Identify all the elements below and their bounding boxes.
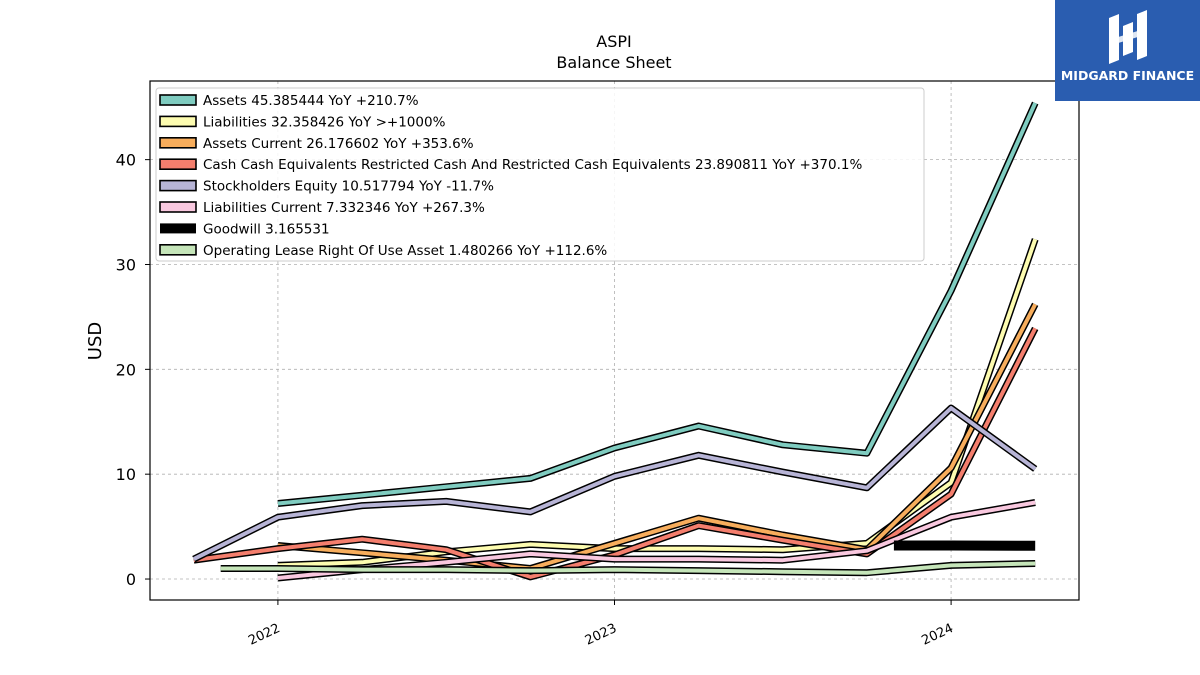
- axis-ticks: 0 10 20 30 40 2022 2023 2024: [116, 151, 956, 649]
- legend-item: Cash Cash Equivalents Restricted Cash An…: [159, 157, 862, 173]
- midgard-finance-logo: MIDGARD FINANCE: [1055, 0, 1200, 101]
- y-tick-label: 10: [116, 465, 136, 484]
- legend-label: Assets Current 26.176602 YoY +353.6%: [203, 136, 474, 152]
- legend-swatch: [159, 115, 197, 128]
- legend-swatch: [159, 244, 197, 256]
- legend-swatch: [160, 223, 196, 234]
- series-line-fill: [277, 500, 1036, 580]
- y-axis-label: USD: [85, 322, 106, 360]
- y-tick-label: 0: [126, 570, 136, 589]
- legend-item: Assets 45.385444 YoY +210.7%: [159, 93, 419, 109]
- legend-item: Liabilities Current 7.332346 YoY +267.3%: [159, 200, 485, 216]
- x-tick-label: 2022: [246, 621, 282, 649]
- logo-text: MIDGARD FINANCE: [1060, 68, 1195, 83]
- series-layer: [192, 101, 1039, 582]
- legend-swatch: [159, 201, 197, 213]
- series-line-fill: [193, 327, 1037, 579]
- legend-swatch: [159, 179, 197, 192]
- series-line: [193, 326, 1039, 581]
- series-line-fill: [192, 406, 1037, 561]
- legend-swatch: [159, 137, 197, 149]
- legend-label: Assets 45.385444 YoY +210.7%: [203, 93, 419, 109]
- legend-item: Assets Current 26.176602 YoY +353.6%: [159, 136, 474, 152]
- logo-mark-icon: [1109, 10, 1147, 64]
- legend-box: [155, 87, 925, 262]
- legend-swatch: [159, 158, 197, 170]
- series-line-fill: [220, 561, 1036, 575]
- legend-item: Stockholders Equity 10.517794 YoY -11.7%: [159, 179, 494, 195]
- series-line-fill: [277, 303, 1037, 571]
- legend-label: Cash Cash Equivalents Restricted Cash An…: [203, 157, 862, 173]
- chart-title: ASPI: [596, 32, 631, 51]
- x-tick-label: 2024: [919, 621, 955, 649]
- chart-subtitle: Balance Sheet: [556, 53, 671, 72]
- series-line: [220, 560, 1036, 577]
- y-tick-label: 40: [116, 151, 136, 170]
- legend: Assets 45.385444 YoY +210.7% Liabilities …: [155, 87, 925, 262]
- legend-label: Operating Lease Right Of Use Asset 1.480…: [203, 243, 607, 259]
- legend-label: Liabilities Current 7.332346 YoY +267.3%: [203, 200, 485, 216]
- series-line: [192, 404, 1038, 563]
- legend-item: Liabilities 32.358426 YoY >+1000%: [159, 114, 446, 130]
- x-tick-label: 2023: [583, 621, 619, 649]
- series-line: [277, 499, 1036, 582]
- legend-swatch: [159, 94, 197, 106]
- legend-label: Liabilities 32.358426 YoY >+1000%: [203, 114, 446, 130]
- legend-label: Stockholders Equity 10.517794 YoY -11.7%: [203, 179, 494, 195]
- series-line: [277, 101, 1039, 507]
- y-tick-label: 30: [116, 255, 136, 274]
- series-line: [277, 302, 1039, 572]
- legend-item: Goodwill 3.165531: [160, 221, 330, 237]
- y-tick-label: 20: [116, 360, 136, 379]
- legend-item: Operating Lease Right Of Use Asset 1.480…: [159, 243, 607, 259]
- legend-label: Goodwill 3.165531: [203, 221, 330, 237]
- series-line-fill: [277, 102, 1038, 506]
